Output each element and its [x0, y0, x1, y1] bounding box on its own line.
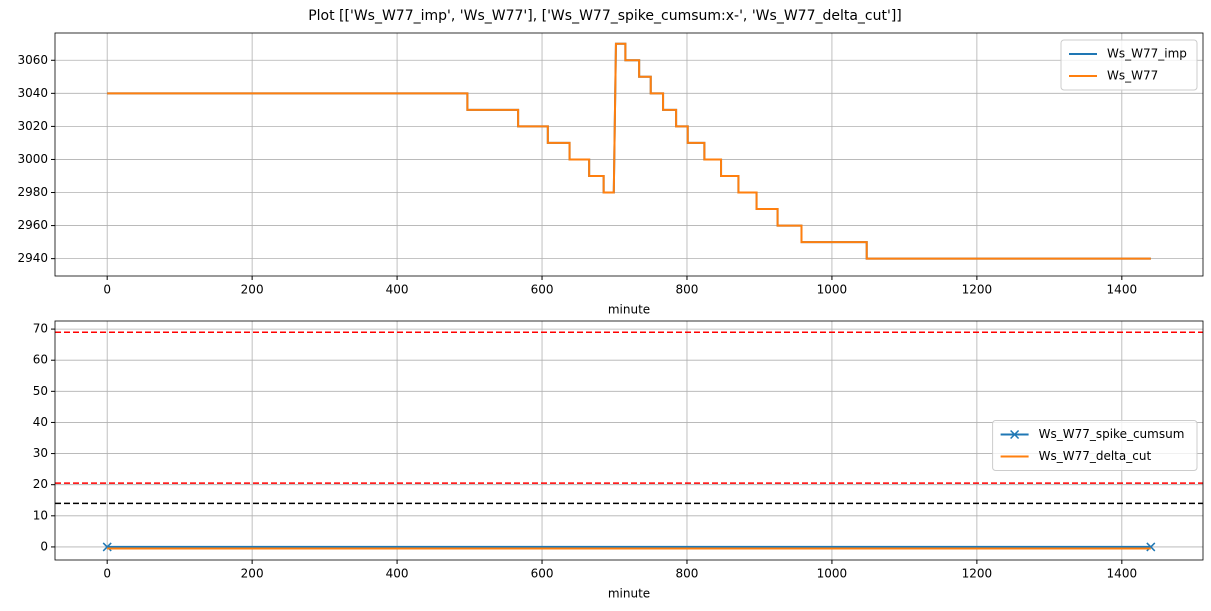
- y-tick-label: 20: [33, 477, 48, 491]
- y-tick-label: 70: [33, 322, 48, 336]
- x-tick-label: 1000: [817, 283, 848, 297]
- x-tick-label: 0: [103, 283, 111, 297]
- x-tick-label: 200: [241, 567, 264, 581]
- x-tick-label: 1000: [817, 567, 848, 581]
- y-tick-label: 50: [33, 384, 48, 398]
- legend-label: Ws_W77_spike_cumsum: [1039, 427, 1185, 441]
- y-tick-label: 30: [33, 446, 48, 460]
- legend-label: Ws_W77: [1107, 69, 1158, 83]
- x-tick-label: 800: [676, 283, 699, 297]
- x-axis-label: minute: [608, 303, 650, 317]
- x-tick-label: 800: [676, 567, 699, 581]
- axes-frame: [54, 32, 1204, 277]
- x-tick-label: 1200: [962, 567, 993, 581]
- x-tick-label: 600: [531, 283, 554, 297]
- x-tick-label: 400: [386, 567, 409, 581]
- y-tick-label: 0: [40, 539, 48, 553]
- legend-label: Ws_W77_imp: [1107, 47, 1187, 61]
- x-tick-label: 1400: [1107, 283, 1138, 297]
- y-tick-label: 3060: [17, 53, 48, 67]
- y-tick-label: 3020: [17, 119, 48, 133]
- x-tick-label: 1400: [1107, 567, 1138, 581]
- x-tick-label: 200: [241, 283, 264, 297]
- y-tick-label: 2940: [17, 251, 48, 265]
- x-tick-label: 400: [386, 283, 409, 297]
- x-tick-label: 1200: [962, 283, 993, 297]
- y-tick-label: 60: [33, 353, 48, 367]
- legend-marker: [1010, 429, 1020, 440]
- marker: [1146, 542, 1156, 552]
- marker: [102, 542, 112, 552]
- axes-frame: [54, 320, 1204, 561]
- x-axis-label: minute: [608, 587, 650, 601]
- legend-box: [1060, 39, 1198, 91]
- y-tick-label: 3000: [17, 152, 48, 166]
- figure-title: Plot [['Ws_W77_imp', 'Ws_W77'], ['Ws_W77…: [308, 8, 902, 24]
- y-tick-label: 10: [33, 508, 48, 522]
- y-tick-label: 2960: [17, 218, 48, 232]
- y-tick-label: 40: [33, 415, 48, 429]
- legend-label: Ws_W77_delta_cut: [1039, 449, 1152, 463]
- legend-box: [992, 420, 1198, 471]
- y-tick-label: 2980: [17, 185, 48, 199]
- y-tick-label: 3040: [17, 86, 48, 100]
- x-tick-label: 0: [103, 567, 111, 581]
- series-line: [107, 42, 1151, 260]
- x-tick-label: 600: [531, 567, 554, 581]
